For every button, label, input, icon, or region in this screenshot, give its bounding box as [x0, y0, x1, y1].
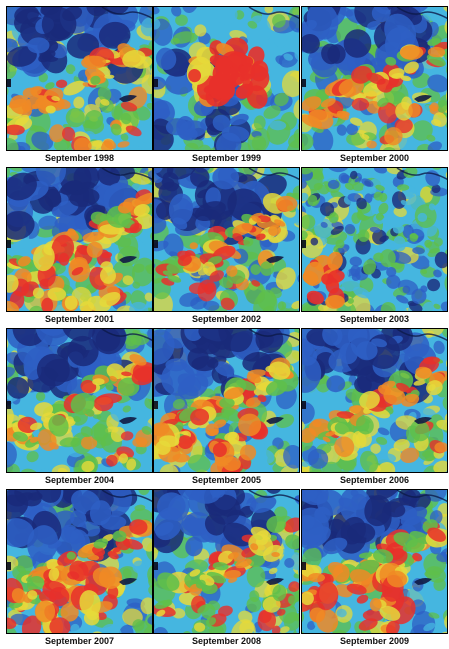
panel-2000: September 2000	[301, 6, 448, 163]
map-image-2001	[6, 167, 153, 312]
panel-2008: September 2008	[153, 489, 300, 646]
panel-1998: September 1998	[6, 6, 153, 163]
panel-2009: September 2009	[301, 489, 448, 646]
panel-2005: September 2005	[153, 328, 300, 485]
map-image-2009	[301, 489, 448, 634]
caption-2001: September 2001	[44, 314, 115, 324]
caption-1999: September 1999	[191, 153, 262, 163]
panel-2001: September 2001	[6, 167, 153, 324]
caption-2009: September 2009	[339, 636, 410, 646]
panel-2004: September 2004	[6, 328, 153, 485]
caption-2003: September 2003	[339, 314, 410, 324]
map-image-2003	[301, 167, 448, 312]
caption-2002: September 2002	[191, 314, 262, 324]
map-image-2008	[153, 489, 300, 634]
map-image-1999	[153, 6, 300, 151]
caption-2007: September 2007	[44, 636, 115, 646]
panel-2003: September 2003	[301, 167, 448, 324]
map-image-2006	[301, 328, 448, 473]
caption-2006: September 2006	[339, 475, 410, 485]
map-image-2000	[301, 6, 448, 151]
panel-2002: September 2002	[153, 167, 300, 324]
panel-2007: September 2007	[6, 489, 153, 646]
caption-2008: September 2008	[191, 636, 262, 646]
caption-2000: September 2000	[339, 153, 410, 163]
map-image-2004	[6, 328, 153, 473]
panel-2006: September 2006	[301, 328, 448, 485]
map-image-2007	[6, 489, 153, 634]
caption-2004: September 2004	[44, 475, 115, 485]
panel-1999: September 1999	[153, 6, 300, 163]
caption-1998: September 1998	[44, 153, 115, 163]
map-image-2002	[153, 167, 300, 312]
map-image-1998	[6, 6, 153, 151]
caption-2005: September 2005	[191, 475, 262, 485]
map-image-2005	[153, 328, 300, 473]
